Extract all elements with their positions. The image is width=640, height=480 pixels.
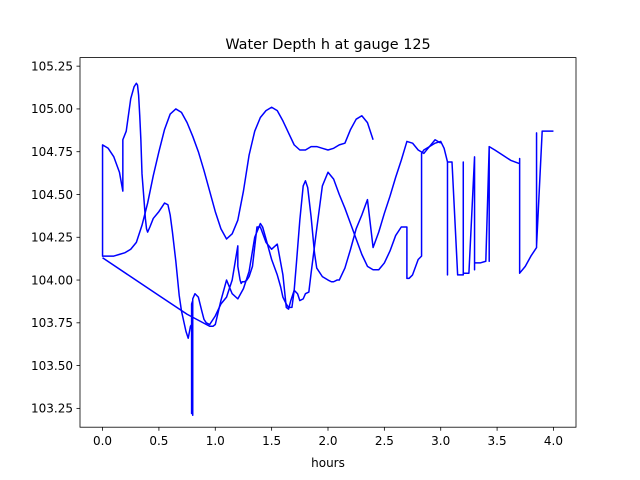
x-tick-label: 1.0 bbox=[206, 434, 225, 448]
series-line-1 bbox=[102, 138, 442, 327]
x-tick-label: 2.5 bbox=[375, 434, 394, 448]
y-tick-label: 104.25 bbox=[31, 231, 73, 245]
y-tick-label: 104.50 bbox=[31, 188, 73, 202]
x-tick-label: 4.0 bbox=[544, 434, 563, 448]
plot-frame bbox=[79, 57, 577, 428]
x-tick-label: 1.5 bbox=[262, 434, 281, 448]
y-tick-label: 103.75 bbox=[31, 316, 73, 330]
x-tick-label: 2.0 bbox=[318, 434, 337, 448]
y-tick-label: 105.00 bbox=[31, 102, 73, 116]
y-tick-label: 104.75 bbox=[31, 145, 73, 159]
y-tick-label: 103.50 bbox=[31, 359, 73, 373]
x-tick-label: 0.0 bbox=[93, 434, 112, 448]
y-tick-label: 103.25 bbox=[31, 402, 73, 416]
series-line-0 bbox=[101, 82, 554, 416]
series-layer bbox=[101, 82, 554, 416]
x-tick-label: 0.5 bbox=[149, 434, 168, 448]
plot-area bbox=[80, 57, 576, 428]
chart-title: Water Depth h at gauge 125 bbox=[225, 37, 430, 53]
x-tick-label: 3.5 bbox=[488, 434, 507, 448]
ticks-layer: 0.0 0.5 1.0 1.5 2.0 2.5 3.0 3.5 4.0 103.25 103.50 1… bbox=[31, 59, 563, 448]
series-line-2 bbox=[102, 106, 374, 257]
y-tick-label: 104.00 bbox=[31, 273, 73, 287]
x-tick-label: 3.0 bbox=[431, 434, 450, 448]
x-axis-label: hours bbox=[311, 456, 345, 470]
y-tick-label: 105.25 bbox=[31, 59, 73, 73]
